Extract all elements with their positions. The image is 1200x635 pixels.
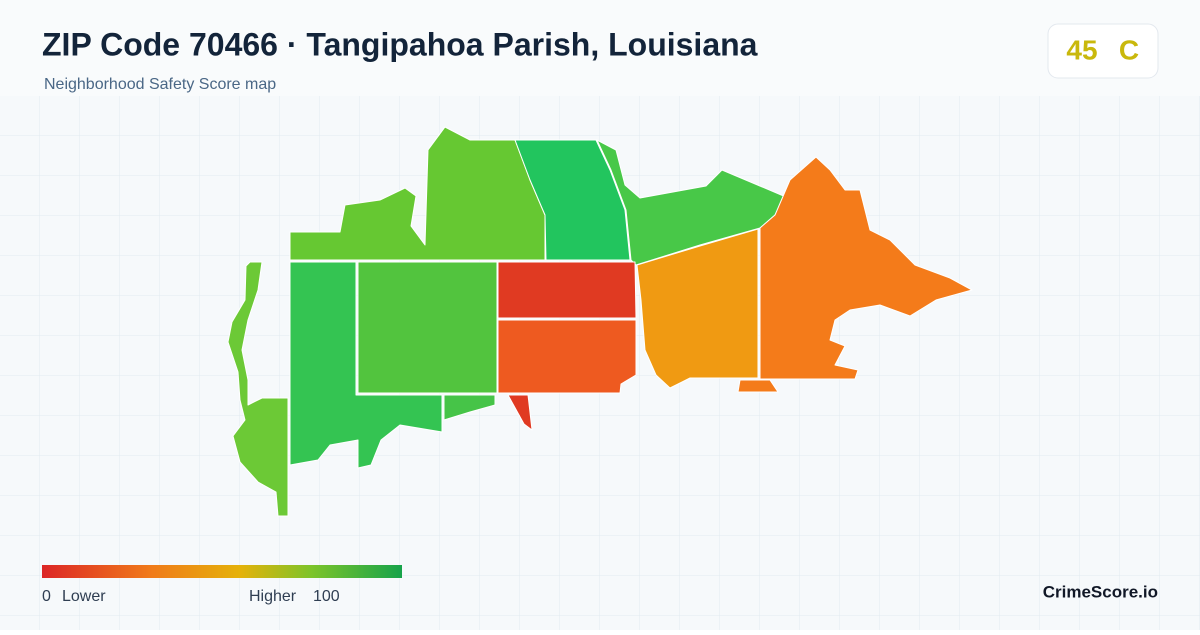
region xyxy=(357,261,498,394)
legend-min-label: Lower xyxy=(62,588,106,605)
region xyxy=(497,261,637,319)
subtitle: Neighborhood Safety Score map xyxy=(44,76,276,93)
legend-max-label: Higher xyxy=(249,588,297,605)
region xyxy=(636,228,759,389)
legend-min: 0 xyxy=(42,588,51,605)
region xyxy=(497,319,637,394)
legend: 0 Lower Higher 100 xyxy=(42,565,402,605)
header-band xyxy=(0,0,1200,96)
region xyxy=(759,156,973,380)
region xyxy=(514,139,631,261)
region xyxy=(737,379,779,393)
region xyxy=(443,394,496,421)
region xyxy=(507,394,533,431)
region xyxy=(289,261,443,469)
map xyxy=(227,126,973,517)
title: ZIP Code 70466 · Tangipahoa Parish, Loui… xyxy=(42,26,758,62)
score-grade: C xyxy=(1119,34,1139,65)
region xyxy=(227,261,289,517)
legend-max: 100 xyxy=(313,588,340,605)
brand: CrimeScore.io xyxy=(1043,582,1158,601)
score-badge: 45 C xyxy=(1047,23,1159,79)
legend-scale xyxy=(42,565,402,578)
score-box xyxy=(1047,23,1159,79)
score-value: 45 xyxy=(1066,34,1097,65)
